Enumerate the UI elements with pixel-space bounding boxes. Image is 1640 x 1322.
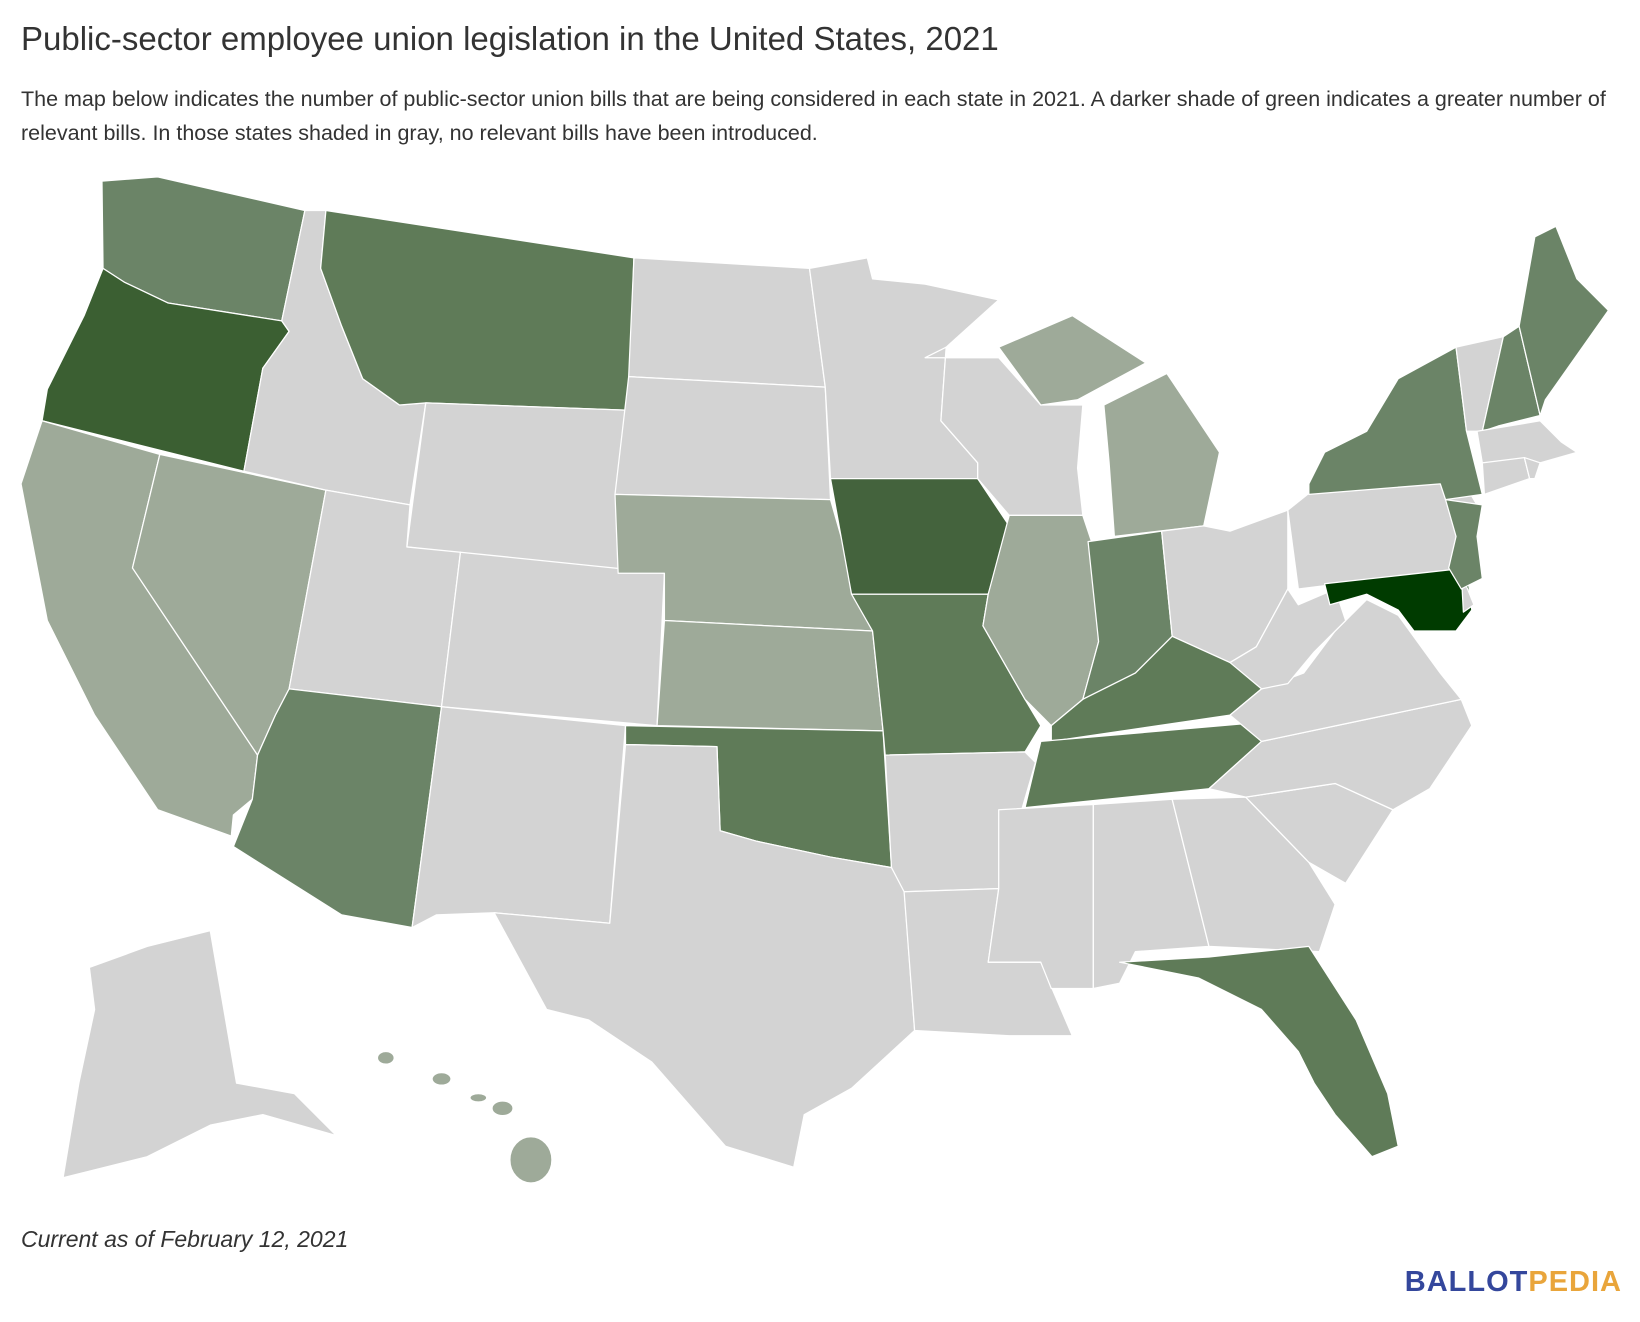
state xyxy=(614,375,832,501)
state xyxy=(1481,325,1541,432)
state xyxy=(469,1092,488,1103)
state xyxy=(440,551,666,727)
state xyxy=(431,1071,452,1086)
state xyxy=(1481,456,1531,496)
state xyxy=(1308,346,1483,501)
logo: BALLOTPEDIA xyxy=(1405,1266,1622,1299)
state xyxy=(998,315,1147,406)
state xyxy=(1229,588,1347,690)
state xyxy=(656,619,884,732)
state xyxy=(1118,945,1399,1158)
title: Public-sector employee union legislation… xyxy=(21,20,999,57)
logo-part: PEDIA xyxy=(1528,1266,1622,1298)
subtitle: The map below indicates the number of pu… xyxy=(21,87,1606,145)
state xyxy=(1103,372,1221,538)
footnote: Current as of February 12, 2021 xyxy=(21,1226,349,1252)
state xyxy=(406,402,630,574)
state xyxy=(987,803,1094,990)
logo-part: BALLOT xyxy=(1404,1266,1529,1298)
state xyxy=(1523,456,1541,480)
state xyxy=(509,1136,553,1184)
states xyxy=(20,176,1610,1184)
state xyxy=(628,257,826,388)
state xyxy=(320,209,635,411)
state xyxy=(376,1050,395,1065)
state xyxy=(493,743,916,1168)
state xyxy=(829,477,1010,595)
state xyxy=(1444,498,1483,590)
state xyxy=(1518,225,1610,417)
state xyxy=(411,706,627,929)
state xyxy=(62,930,338,1179)
state xyxy=(491,1100,514,1117)
